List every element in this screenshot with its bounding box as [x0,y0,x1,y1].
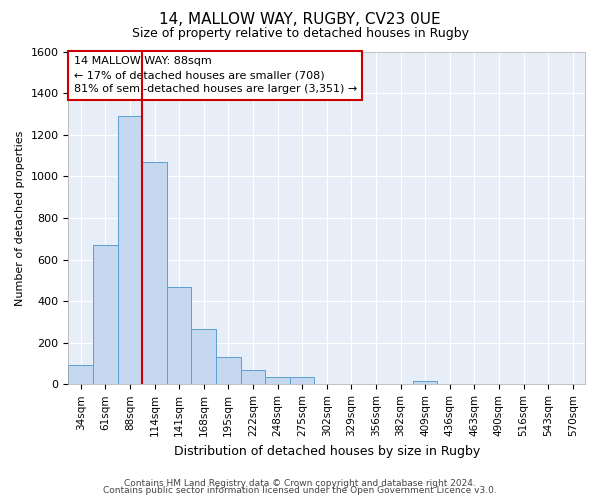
Bar [265,378,290,384]
Bar [167,286,191,384]
Text: Contains HM Land Registry data © Crown copyright and database right 2024.: Contains HM Land Registry data © Crown c… [124,478,476,488]
Bar [241,370,265,384]
Bar [191,329,216,384]
Text: 14 MALLOW WAY: 88sqm
← 17% of detached houses are smaller (708)
81% of semi-deta: 14 MALLOW WAY: 88sqm ← 17% of detached h… [74,56,357,94]
Bar [216,358,241,384]
Bar [413,381,437,384]
Bar [118,116,142,384]
Bar [142,162,167,384]
Text: Contains public sector information licensed under the Open Government Licence v3: Contains public sector information licen… [103,486,497,495]
Bar [68,364,93,384]
Y-axis label: Number of detached properties: Number of detached properties [15,130,25,306]
X-axis label: Distribution of detached houses by size in Rugby: Distribution of detached houses by size … [173,444,480,458]
Bar [93,245,118,384]
Text: Size of property relative to detached houses in Rugby: Size of property relative to detached ho… [131,28,469,40]
Text: 14, MALLOW WAY, RUGBY, CV23 0UE: 14, MALLOW WAY, RUGBY, CV23 0UE [159,12,441,28]
Bar [290,377,314,384]
